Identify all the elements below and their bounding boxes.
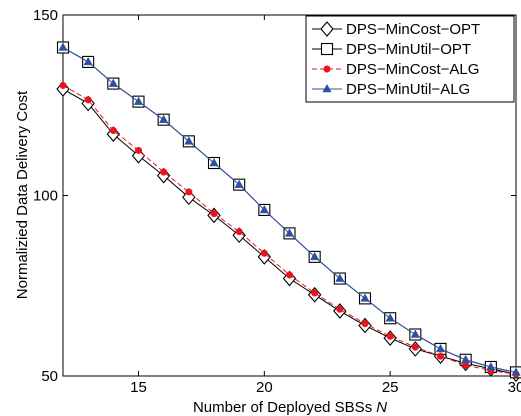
- data-point: [285, 271, 294, 279]
- x-tick-label: 20: [256, 379, 273, 396]
- legend-item: DPS−MinCost−ALG: [312, 61, 479, 78]
- data-point: [361, 320, 369, 328]
- legend-label: DPS−MinUtil−OPT: [346, 41, 471, 58]
- data-point: [386, 332, 394, 340]
- data-point: [184, 136, 194, 145]
- data-point: [410, 329, 420, 338]
- legend-label: DPS−MinUtil−ALG: [346, 81, 470, 98]
- data-point: [134, 146, 143, 154]
- data-point: [260, 249, 268, 257]
- y-tick-label: 150: [33, 7, 58, 24]
- legend-marker: [320, 21, 334, 37]
- x-tick-label: 25: [382, 379, 399, 396]
- x-axis-title: Number of Deployed SBSs N: [193, 399, 387, 416]
- data-point: [185, 188, 193, 196]
- series-4: [58, 42, 521, 376]
- data-point: [133, 96, 144, 105]
- y-tick-label: 50: [41, 368, 58, 385]
- legend-item: DPS−MinUtil−ALG: [312, 81, 470, 98]
- x-axis-title-var: N: [376, 399, 387, 416]
- y-tick-label: 100: [33, 188, 58, 205]
- data-point: [209, 157, 219, 167]
- data-point: [259, 204, 269, 214]
- data-point: [234, 179, 244, 188]
- axis-ticks: 15 20 25 30 50 100 150: [33, 7, 521, 396]
- x-tick-label: 30: [508, 379, 521, 396]
- legend-label: DPS−MinCost−ALG: [346, 61, 479, 78]
- data-point: [159, 114, 169, 123]
- data-point: [58, 42, 68, 51]
- data-point: [109, 126, 117, 135]
- data-point: [435, 343, 446, 353]
- x-tick-label: 15: [130, 379, 147, 396]
- data-point: [310, 251, 320, 261]
- data-point: [335, 273, 345, 282]
- data-point: [210, 210, 218, 218]
- series-3: [59, 81, 520, 378]
- data-point: [311, 289, 319, 297]
- legend-item: DPS−MinUtil−OPT: [312, 41, 471, 58]
- data-point: [511, 367, 521, 376]
- data-point: [160, 168, 168, 176]
- data-point: [108, 78, 118, 87]
- data-point: [284, 228, 295, 237]
- series-layer: [56, 41, 521, 383]
- legend-marker: [323, 65, 331, 73]
- data-point: [83, 56, 93, 66]
- data-point: [461, 354, 471, 364]
- data-point: [235, 228, 243, 236]
- data-point: [360, 293, 370, 302]
- data-point: [411, 343, 419, 351]
- legend-marker: [320, 42, 334, 56]
- data-point: [436, 352, 445, 360]
- data-point: [84, 96, 92, 104]
- x-axis-title-text: Number of Deployed SBSs: [193, 399, 372, 416]
- data-point: [336, 305, 344, 313]
- y-axis-title: Normalizied Data Delivery Cost: [14, 90, 31, 299]
- legend-item: DPS−MinCost−OPT: [312, 21, 480, 38]
- data-point: [486, 361, 496, 371]
- legend-marker: [322, 83, 332, 93]
- legend: DPS−MinCost−OPT DPS−MinUtil−OPT DPS−MinCos…: [305, 15, 515, 103]
- legend-box: [305, 15, 515, 103]
- legend-label: DPS−MinCost−OPT: [346, 21, 480, 38]
- data-point: [385, 313, 395, 322]
- data-point: [59, 81, 67, 89]
